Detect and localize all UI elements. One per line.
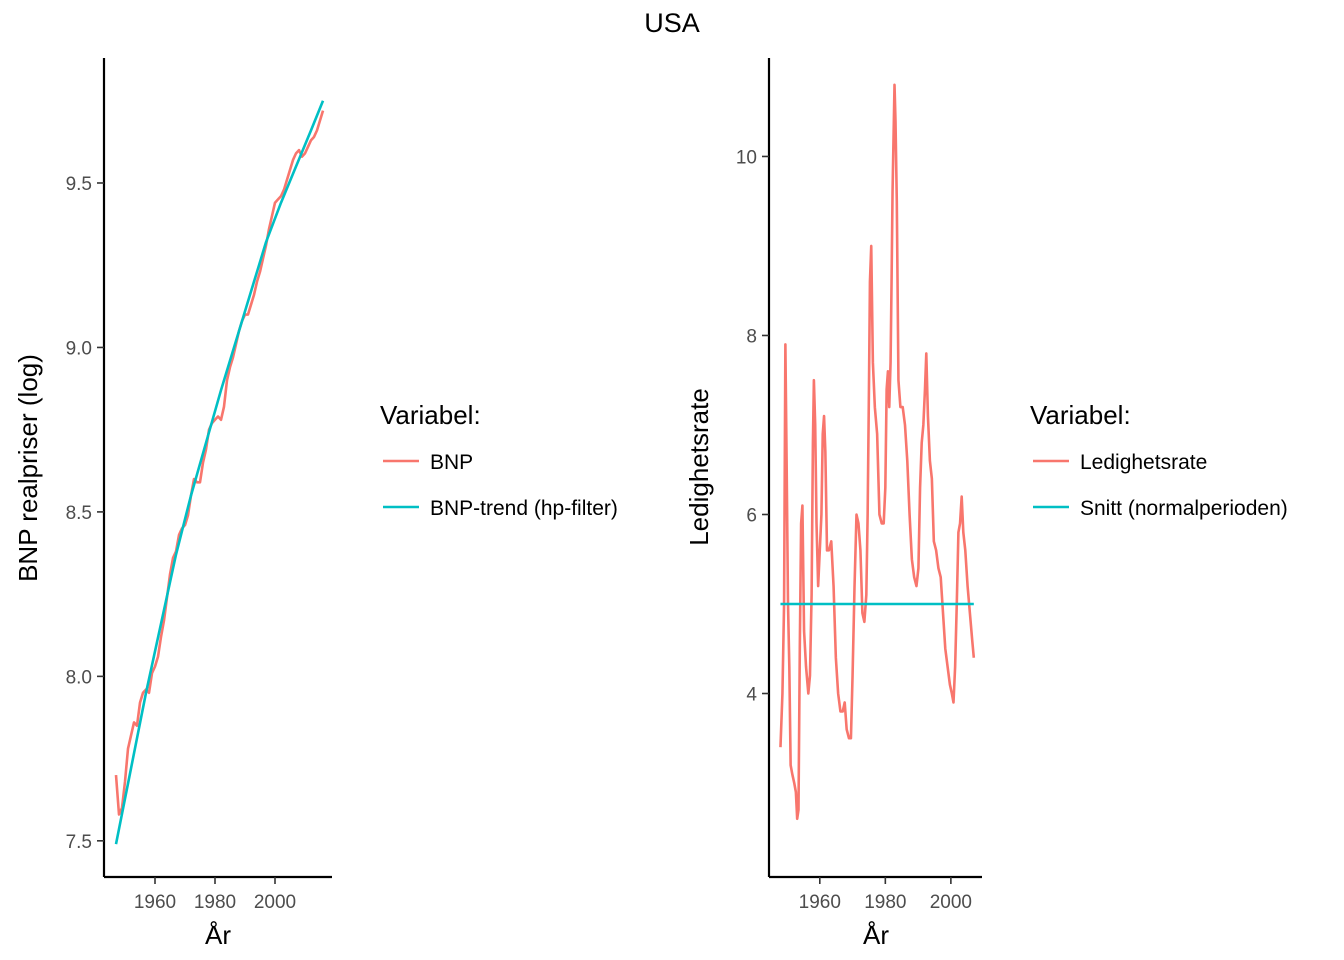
ledighet-x-tick-label: 1960 xyxy=(799,892,841,913)
bnp-x-ticks: 1960 1980 2000 xyxy=(134,877,296,913)
bnp-y-tick-label: 9.5 xyxy=(66,174,92,195)
bnp-y-ticks: 7.5 8.0 8.5 9.0 9.5 xyxy=(66,174,104,853)
bnp-y-tick-label: 7.5 xyxy=(66,832,92,853)
bnp-series-layer xyxy=(114,100,325,845)
bnp-y-tick-label: 8.5 xyxy=(66,503,92,524)
snitt-legend-label: Snitt (normalperioden) xyxy=(1080,497,1288,520)
ledighet-legend: Variabel: Ledighetsrate Snitt (normalper… xyxy=(1030,400,1288,520)
bnp-legend-label: BNP xyxy=(430,451,473,474)
ledighet-x-tick-label: 1980 xyxy=(864,892,906,913)
ledighet-y-tick-label: 10 xyxy=(736,147,757,168)
bnp-y-tick-label: 8.0 xyxy=(66,667,92,688)
bnp-panel: 7.5 8.0 8.5 9.0 9.5 1960 1980 2000 År BNP real… xyxy=(13,58,618,950)
ledighet-x-ticks: 1960 1980 2000 xyxy=(799,877,972,913)
bnp-line xyxy=(114,110,325,816)
bnp-y-axis-title: BNP realpriser (log) xyxy=(13,354,43,582)
bnp-y-tick-label: 9.0 xyxy=(66,338,92,359)
bnp-legend-title: Variabel: xyxy=(380,400,481,430)
bnp-x-tick-label: 1980 xyxy=(194,892,236,913)
ledighet-x-axis-title: År xyxy=(863,920,889,950)
ledighet-legend-label: Ledighetsrate xyxy=(1080,451,1207,474)
bnp-x-tick-label: 1960 xyxy=(134,892,176,913)
bnp-x-tick-label: 2000 xyxy=(254,892,296,913)
ledighetsrate-line xyxy=(779,83,976,821)
figure-title: USA xyxy=(644,8,700,38)
ledighet-y-tick-label: 6 xyxy=(746,505,757,526)
ledighet-x-tick-label: 2000 xyxy=(930,892,972,913)
bnp-trend-legend-label: BNP-trend (hp-filter) xyxy=(430,497,618,520)
ledighet-series-layer xyxy=(779,83,976,821)
bnp-trend-line xyxy=(114,100,325,845)
ledighet-panel: 4 6 8 10 1960 1980 2000 År Ledighetsrate Vari… xyxy=(684,58,1288,950)
bnp-x-axis-title: År xyxy=(205,920,231,950)
ledighet-y-tick-label: 4 xyxy=(746,685,757,706)
bnp-legend: Variabel: BNP BNP-trend (hp-filter) xyxy=(380,400,618,520)
ledighet-y-tick-label: 8 xyxy=(746,326,757,347)
ledighet-y-ticks: 4 6 8 10 xyxy=(736,147,769,706)
ledighet-legend-title: Variabel: xyxy=(1030,400,1131,430)
ledighet-y-axis-title: Ledighetsrate xyxy=(684,388,714,546)
